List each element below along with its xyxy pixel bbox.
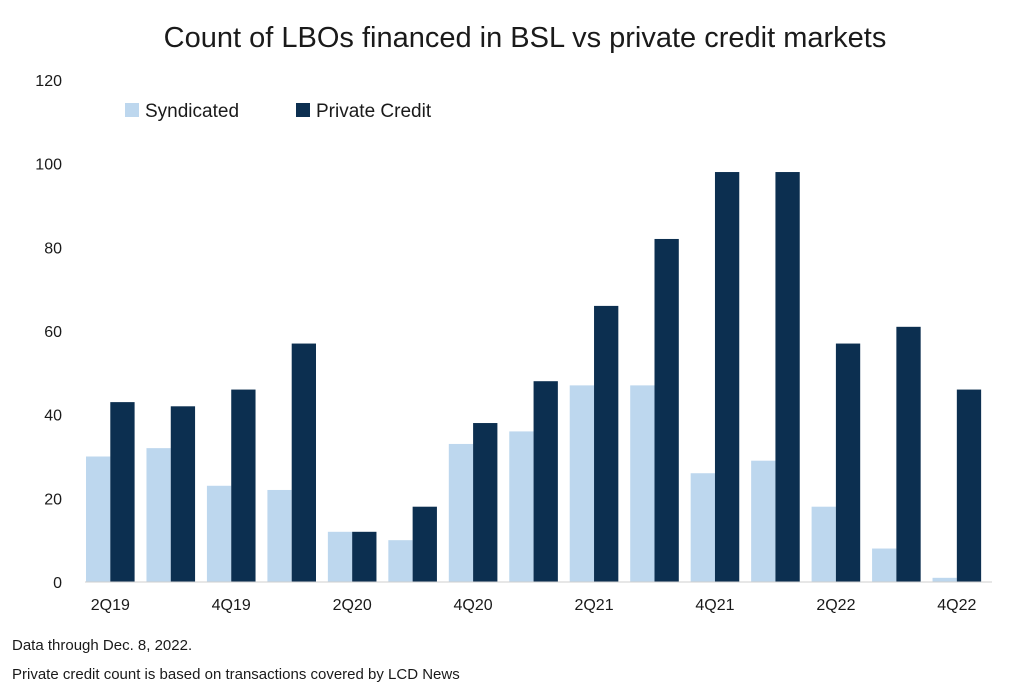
x-tick-label: 4Q22 — [937, 597, 976, 614]
bar-private-credit — [835, 343, 861, 582]
footnote-source: Private credit count is based on transac… — [12, 666, 460, 683]
x-tick-label: 2Q19 — [91, 597, 130, 614]
legend: Syndicated Private Credit — [125, 101, 432, 122]
legend-swatch — [125, 103, 139, 117]
legend-swatch — [296, 103, 310, 117]
bar-syndicated — [751, 460, 776, 582]
bar-syndicated — [206, 485, 232, 582]
bar-private-credit — [654, 238, 679, 582]
bar-syndicated — [690, 473, 715, 582]
x-tick-label: 4Q19 — [212, 597, 251, 614]
y-tick-label: 80 — [44, 240, 62, 257]
y-axis-ticks: 0 20 40 60 80 100 120 — [35, 73, 62, 592]
bar-private-credit — [352, 531, 377, 582]
bar-syndicated — [388, 540, 413, 582]
y-tick-label: 100 — [35, 157, 62, 174]
y-tick-label: 60 — [44, 324, 62, 341]
bar-private-credit — [110, 402, 135, 582]
footnote-data-through: Data through Dec. 8, 2022. — [12, 637, 193, 654]
y-tick-label: 20 — [44, 491, 62, 508]
bar-private-credit — [231, 389, 256, 582]
legend-label: Syndicated — [145, 101, 239, 122]
bar-private-credit — [473, 423, 498, 582]
bar-private-credit — [775, 172, 800, 583]
bar-syndicated — [630, 385, 655, 582]
x-tick-label: 4Q20 — [454, 597, 493, 614]
bar-chart: 0 20 40 60 80 100 120 2Q19 4Q19 2Q20 4Q20 2Q21 4Q21… — [35, 73, 992, 614]
y-tick-label: 0 — [53, 575, 62, 592]
x-tick-label: 2Q21 — [574, 597, 613, 614]
bar-syndicated — [569, 385, 595, 582]
bar-syndicated — [267, 489, 292, 582]
bars — [86, 172, 982, 583]
bar-private-credit — [594, 305, 619, 582]
bar-syndicated — [86, 456, 111, 582]
bar-syndicated — [932, 577, 957, 582]
bar-private-credit — [956, 389, 982, 582]
bar-private-credit — [896, 326, 921, 582]
chart-title: Count of LBOs financed in BSL vs private… — [163, 22, 887, 54]
bar-private-credit — [412, 506, 437, 582]
x-axis-ticks: 2Q19 4Q19 2Q20 4Q20 2Q21 4Q21 2Q22 4Q22 — [91, 597, 977, 614]
x-tick-label: 2Q22 — [816, 597, 855, 614]
bar-private-credit — [533, 381, 558, 582]
bar-syndicated — [872, 548, 897, 582]
x-tick-label: 4Q21 — [695, 597, 734, 614]
bar-syndicated — [146, 448, 171, 582]
bar-syndicated — [509, 431, 534, 582]
bar-syndicated — [811, 506, 836, 582]
bar-syndicated — [327, 531, 353, 582]
legend-label: Private Credit — [316, 101, 432, 122]
y-tick-label: 40 — [44, 408, 62, 425]
x-tick-label: 2Q20 — [333, 597, 372, 614]
bar-private-credit — [170, 406, 196, 582]
bar-private-credit — [714, 172, 740, 583]
bar-private-credit — [291, 343, 316, 582]
y-tick-label: 120 — [35, 73, 62, 90]
bar-syndicated — [448, 443, 474, 582]
